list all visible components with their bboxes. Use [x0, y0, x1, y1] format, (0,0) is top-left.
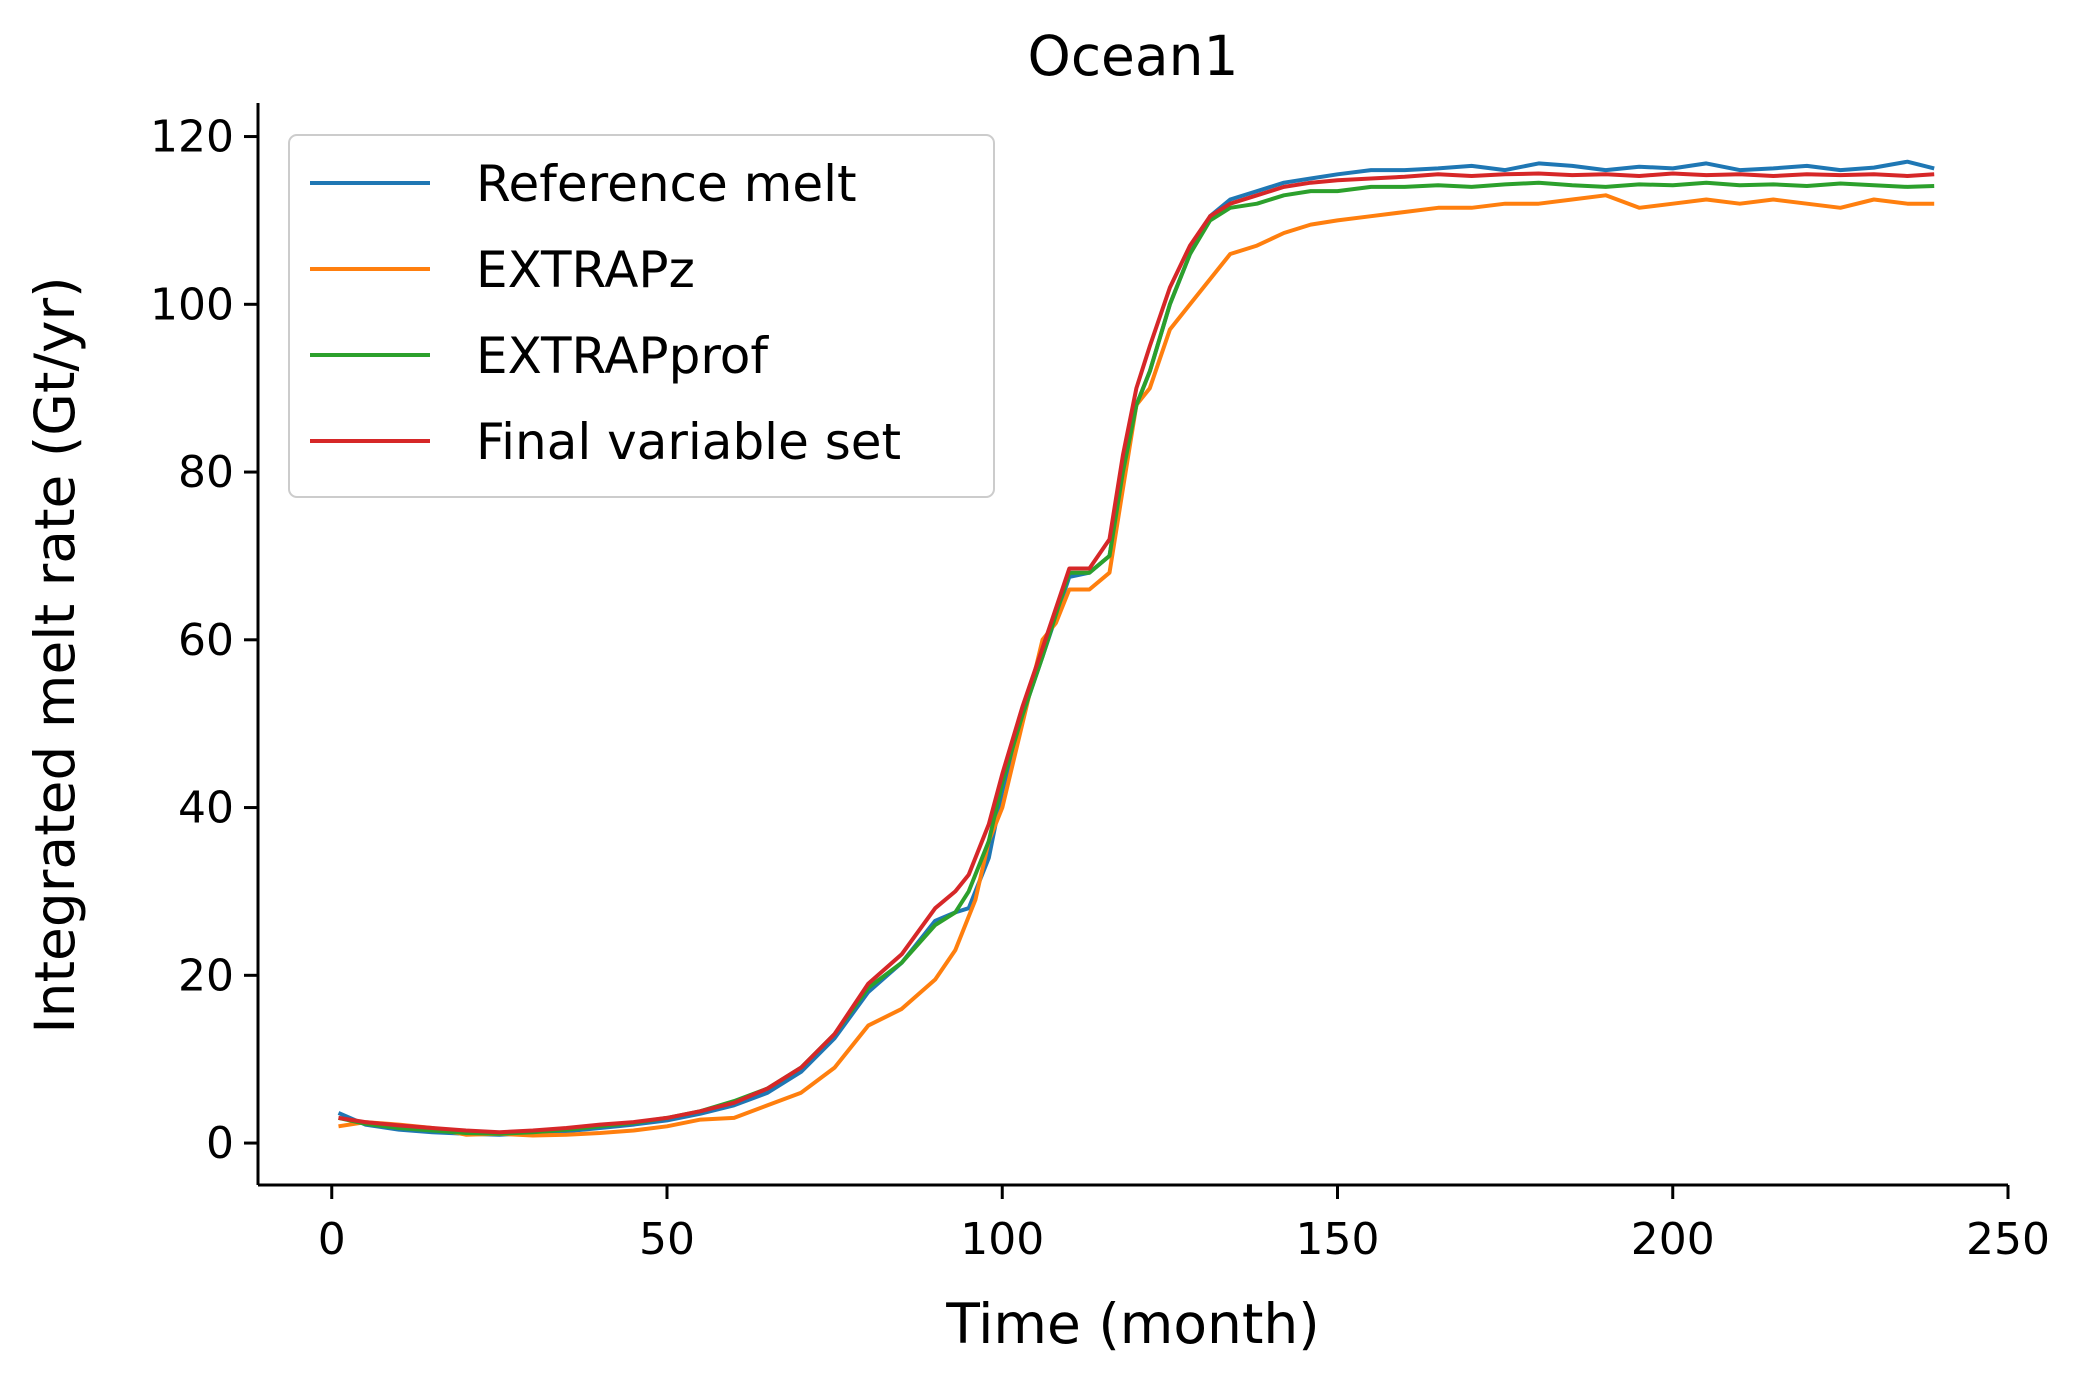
y-tick-label: 20: [178, 950, 234, 1001]
y-tick-label: 120: [150, 112, 234, 163]
legend-frame: [288, 134, 995, 498]
x-tick-label: 50: [639, 1214, 695, 1265]
series-line-4: [338, 171, 1935, 1135]
y-tick-label: 100: [150, 279, 234, 330]
chart-title: Ocean1: [1028, 24, 1239, 88]
axes-layer: 0 50 100 150 200 250 0 20 40 60 80 100 120: [150, 103, 2050, 1265]
y-tick-label: 80: [178, 447, 234, 498]
legend: Reference melt EXTRAPz EXTRAPprof Final var…: [288, 134, 995, 498]
x-tick-label: 150: [1296, 1214, 1380, 1265]
legend-label-1: Reference melt: [476, 155, 857, 213]
x-tick-label: 250: [1966, 1214, 2050, 1265]
series-line-2: [338, 193, 1935, 1138]
x-tick-label: 100: [960, 1214, 1044, 1265]
y-tick-label: 40: [178, 783, 234, 834]
x-axis-label: Time (month): [945, 1292, 1320, 1356]
series-layer: [337, 159, 1935, 1138]
y-tick-label: 0: [206, 1118, 234, 1169]
y-tick-label: 60: [178, 615, 234, 666]
x-tick-label: 0: [318, 1214, 346, 1265]
legend-label-2: EXTRAPz: [476, 241, 695, 299]
legend-label-4: Final variable set: [476, 413, 901, 471]
legend-label-3: EXTRAPprof: [476, 327, 769, 385]
y-axis-label: Integrated melt rate (Gt/yr): [23, 276, 87, 1033]
x-tick-label: 200: [1631, 1214, 1715, 1265]
